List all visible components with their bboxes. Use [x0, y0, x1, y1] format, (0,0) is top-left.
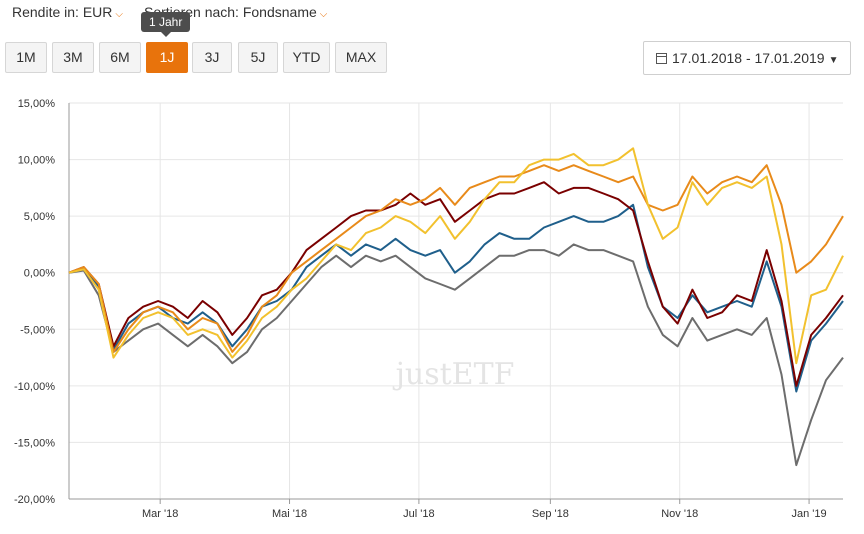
- currency-dropdown[interactable]: Rendite in: EUR ⌵: [12, 4, 123, 20]
- period-button-5j[interactable]: 5J: [238, 42, 278, 73]
- period-button-6m[interactable]: 6M: [99, 42, 141, 73]
- x-tick-label: Nov '18: [661, 508, 698, 520]
- y-tick-label: -15,00%: [14, 437, 55, 449]
- y-tick-label: 15,00%: [18, 98, 56, 110]
- calendar-icon: [656, 53, 667, 64]
- y-tick-label: -5,00%: [20, 324, 55, 336]
- chart-grid: [69, 102, 843, 500]
- x-tick-label: Mar '18: [142, 508, 178, 520]
- currency-dropdown-label: Rendite in: EUR: [12, 4, 113, 20]
- y-tick-label: 0,00%: [24, 268, 55, 280]
- series-line-1: [68, 181, 844, 387]
- date-range-label: 17.01.2018 - 17.01.2019: [672, 50, 825, 66]
- period-button-max[interactable]: MAX: [335, 42, 387, 73]
- chevron-down-icon: ⌵: [319, 9, 328, 20]
- chevron-down-icon: ⌵: [115, 9, 123, 20]
- top-controls: Rendite in: EUR ⌵ Sortieren nach: Fondsna…: [0, 0, 864, 37]
- watermark: justETF: [393, 357, 515, 392]
- period-button-3m[interactable]: 3M: [52, 42, 94, 73]
- period-button-1m[interactable]: 1M: [5, 42, 47, 73]
- performance-chart: justETF 15,00% 10,00% 5,00% 0,00% -5,00% -10,…: [14, 98, 844, 520]
- y-tick-label: 10,00%: [18, 155, 56, 167]
- x-tick-label: Mai '18: [272, 508, 307, 520]
- date-range-picker[interactable]: 17.01.2018 - 17.01.2019 ▼: [643, 41, 851, 75]
- y-tick-label: 5,00%: [24, 211, 55, 223]
- x-tick-label: Jul '18: [403, 508, 434, 520]
- chart-axes: 15,00% 10,00% 5,00% 0,00% -5,00% -10,00% -15,0…: [14, 98, 843, 520]
- period-tooltip: 1 Jahr: [141, 12, 191, 37]
- y-tick-label: -10,00%: [14, 381, 55, 393]
- caret-down-icon: ▼: [828, 55, 839, 66]
- series-line-2: [68, 203, 844, 393]
- chart-series: [68, 147, 844, 467]
- series-line-5: [68, 243, 844, 467]
- period-button-3j[interactable]: 3J: [192, 42, 232, 73]
- series-line-3: [68, 164, 844, 353]
- period-button-1j[interactable]: 1J: [146, 42, 188, 73]
- x-tick-label: Sep '18: [532, 508, 569, 520]
- y-tick-label: -20,00%: [14, 494, 55, 506]
- period-button-ytd[interactable]: YTD: [283, 42, 330, 73]
- series-line-4: [68, 147, 844, 365]
- x-tick-label: Jan '19: [792, 508, 827, 520]
